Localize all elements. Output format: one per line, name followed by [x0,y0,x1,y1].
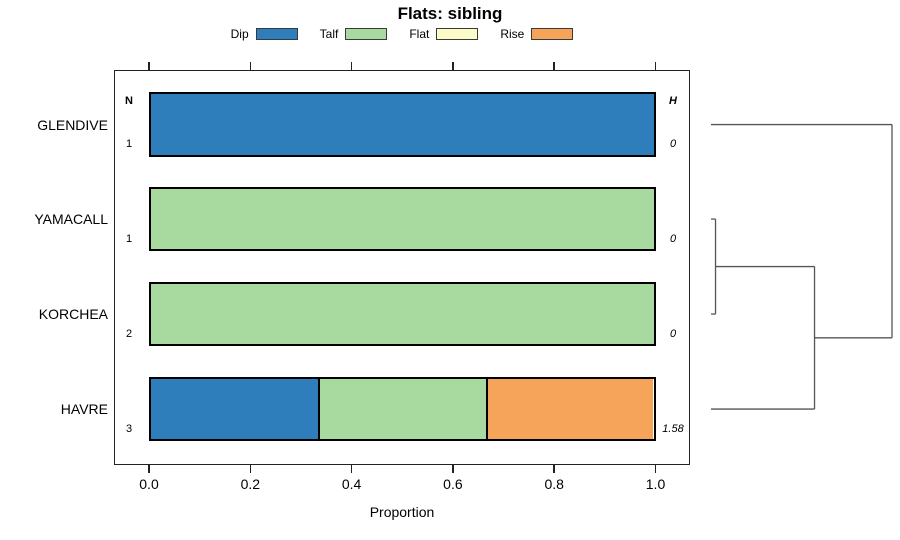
legend-item-flat: Flat [409,27,479,41]
legend-item-rise: Rise [500,27,574,41]
legend-label: Talf [319,27,339,41]
x-axis-tick-bottom [452,465,454,473]
x-tick-label: 0.4 [341,476,362,492]
n-value: 3 [125,422,133,435]
n-value: 2 [125,327,133,340]
h-value: 0 [669,138,677,151]
x-axis-tick-top [249,62,252,70]
h-column-header: H [669,95,677,107]
category-label: YAMACALL [34,211,108,228]
x-axis-tick-bottom [148,465,150,473]
bar-segment-talf [151,188,654,250]
legend-item-talf: Talf [320,27,388,41]
x-axis-tick-bottom [553,465,555,473]
x-axis-tick-bottom [249,465,252,473]
legend-swatch-talf [345,28,388,40]
x-tick-label: 0.6 [443,476,463,492]
legend-label: Rise [500,27,525,41]
x-tick-label: 0.0 [139,476,159,492]
n-value: 1 [125,232,133,245]
x-axis-tick-top [654,62,657,70]
n-column-header: N [125,95,133,107]
h-value: 0 [669,232,677,245]
bar-segment-talf [318,378,486,440]
bar-row [149,376,656,442]
legend-item-dip: Dip [231,27,298,41]
x-tick-label: 0.8 [544,476,564,492]
x-axis-tick-bottom [350,465,353,473]
legend: Dip Talf Flat Rise [114,26,690,42]
x-axis-tick-bottom [654,465,657,473]
bar-row [149,186,656,252]
x-axis-tick-top [452,62,454,70]
bar-row [149,281,656,347]
category-label: HAVRE [60,401,108,418]
bar-segment-dip [151,378,319,440]
legend-label: Flat [409,27,430,41]
category-label: GLENDIVE [37,116,108,133]
category-label: KORCHEA [38,306,108,323]
x-axis-tick-top [148,62,150,70]
x-axis-tick-top [553,62,555,70]
legend-swatch-flat [436,28,479,40]
h-value: 0 [669,327,677,340]
legend-swatch-dip [255,28,298,40]
bar-row [149,92,656,157]
chart-title: Flats: sibling [397,4,503,23]
x-axis-label: Proportion [369,504,435,520]
bar-segment-dip [151,94,654,155]
legend-label: Dip [230,27,249,41]
bar-segment-rise [485,378,654,440]
n-value: 1 [125,138,133,151]
x-axis-tick-top [350,62,353,70]
bar-segment-talf [151,283,654,345]
x-tick-label: 0.2 [240,476,261,492]
x-tick-label: 1.0 [645,476,666,492]
h-value: 1.58 [662,422,684,435]
legend-swatch-rise [531,28,574,40]
